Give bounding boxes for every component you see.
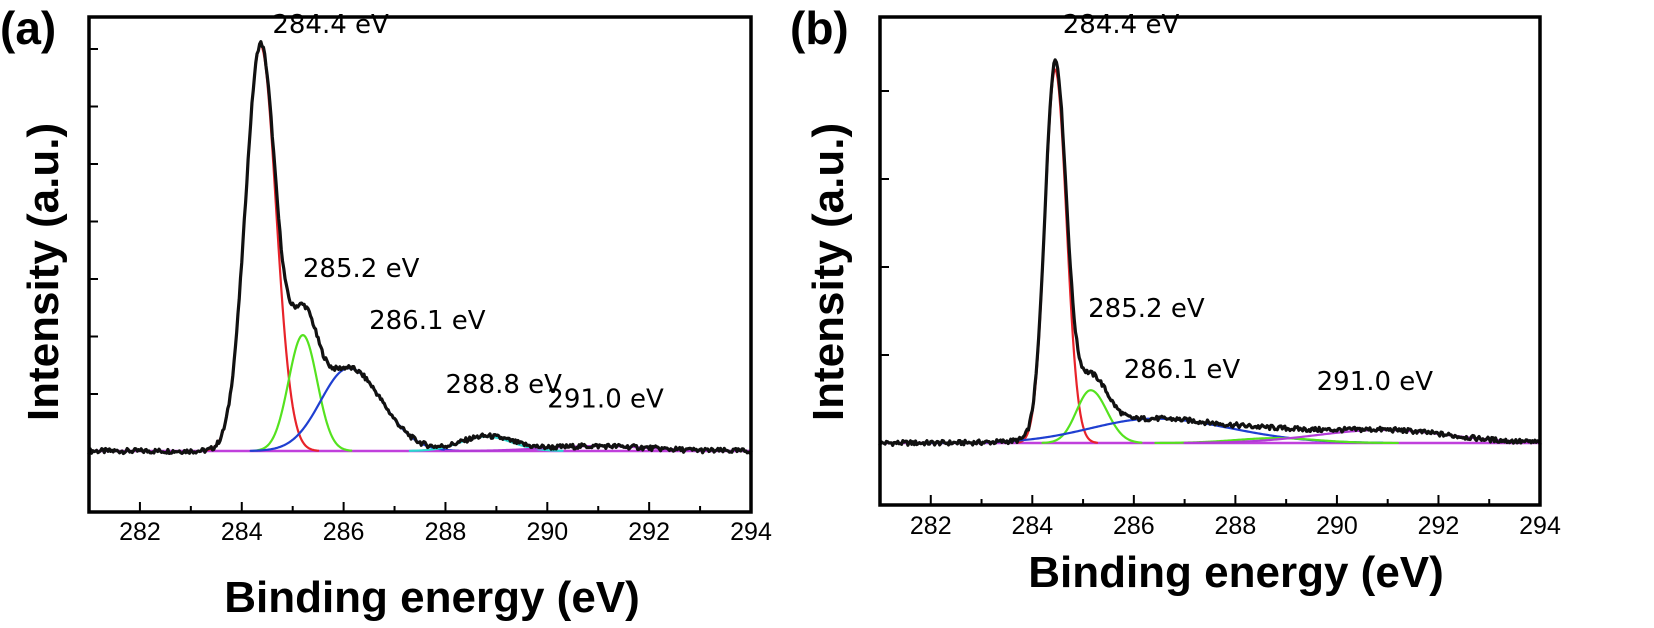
peak-annotation: 284.4 eV (272, 10, 389, 40)
x-tick-label: 292 (1418, 512, 1460, 540)
x-tick-label: 284 (1011, 512, 1053, 540)
x-tick-label: 294 (730, 518, 772, 546)
peak-annotation: 286.1 eV (369, 306, 486, 336)
panel-b-annotations: 284.4 eV 285.2 eV 286.1 eV 291.0 eV (1063, 10, 1434, 397)
peak-annotation: 291.0 eV (1317, 367, 1434, 397)
x-tick-label: 288 (1215, 512, 1257, 540)
x-tick-label: 286 (323, 518, 365, 546)
panel-b-y-axis-label: Intensity (a.u.) (804, 123, 853, 421)
panel-a-x-ticks: 282 284 286 288 290 292 294 (119, 502, 772, 546)
x-tick-label: 288 (425, 518, 467, 546)
peak-curve-2852 (1041, 389, 1143, 444)
panel-b-frame (878, 15, 1542, 507)
x-tick-label: 290 (526, 518, 568, 546)
peak-annotation: 286.1 eV (1124, 355, 1241, 385)
peak-annotation: 284.4 eV (1063, 10, 1180, 40)
envelope-curve (87, 40, 753, 456)
panel-a-y-axis-label: Intensity (a.u.) (19, 123, 68, 421)
x-tick-label: 286 (1113, 512, 1155, 540)
x-tick-label: 290 (1316, 512, 1358, 540)
panel-a-x-axis-label: Binding energy (eV) (224, 573, 640, 622)
peak-annotation: 285.2 eV (1088, 294, 1205, 324)
peak-annotation: 285.2 eV (303, 254, 420, 284)
peak-annotation: 291.0 eV (547, 385, 664, 415)
panel-b-plot-area (878, 58, 1542, 447)
panel-a-plot-area (87, 40, 753, 456)
panel-a-label: (a) (0, 2, 56, 54)
panel-b-x-ticks: 282 284 286 288 290 292 294 (910, 495, 1561, 540)
panel-b-x-axis-label: Binding energy (eV) (1028, 548, 1444, 597)
panel-a: (a) Intensity (a.u.) Binding energy (eV)… (0, 2, 772, 622)
peak-curve-2844 (202, 44, 320, 452)
x-tick-label: 294 (1519, 512, 1561, 540)
x-tick-label: 284 (221, 518, 263, 546)
envelope-curve (878, 58, 1542, 447)
panel-a-frame (87, 15, 753, 514)
peak-curve-2852 (253, 333, 353, 452)
peak-annotation: 288.8 eV (445, 370, 562, 400)
x-tick-label: 292 (628, 518, 670, 546)
x-tick-label: 282 (119, 518, 161, 546)
x-tick-label: 282 (910, 512, 952, 540)
panel-b: (b) Intensity (a.u.) Binding energy (eV)… (790, 2, 1561, 597)
panel-b-label: (b) (790, 2, 849, 54)
peak-curve-2844 (1015, 68, 1099, 444)
